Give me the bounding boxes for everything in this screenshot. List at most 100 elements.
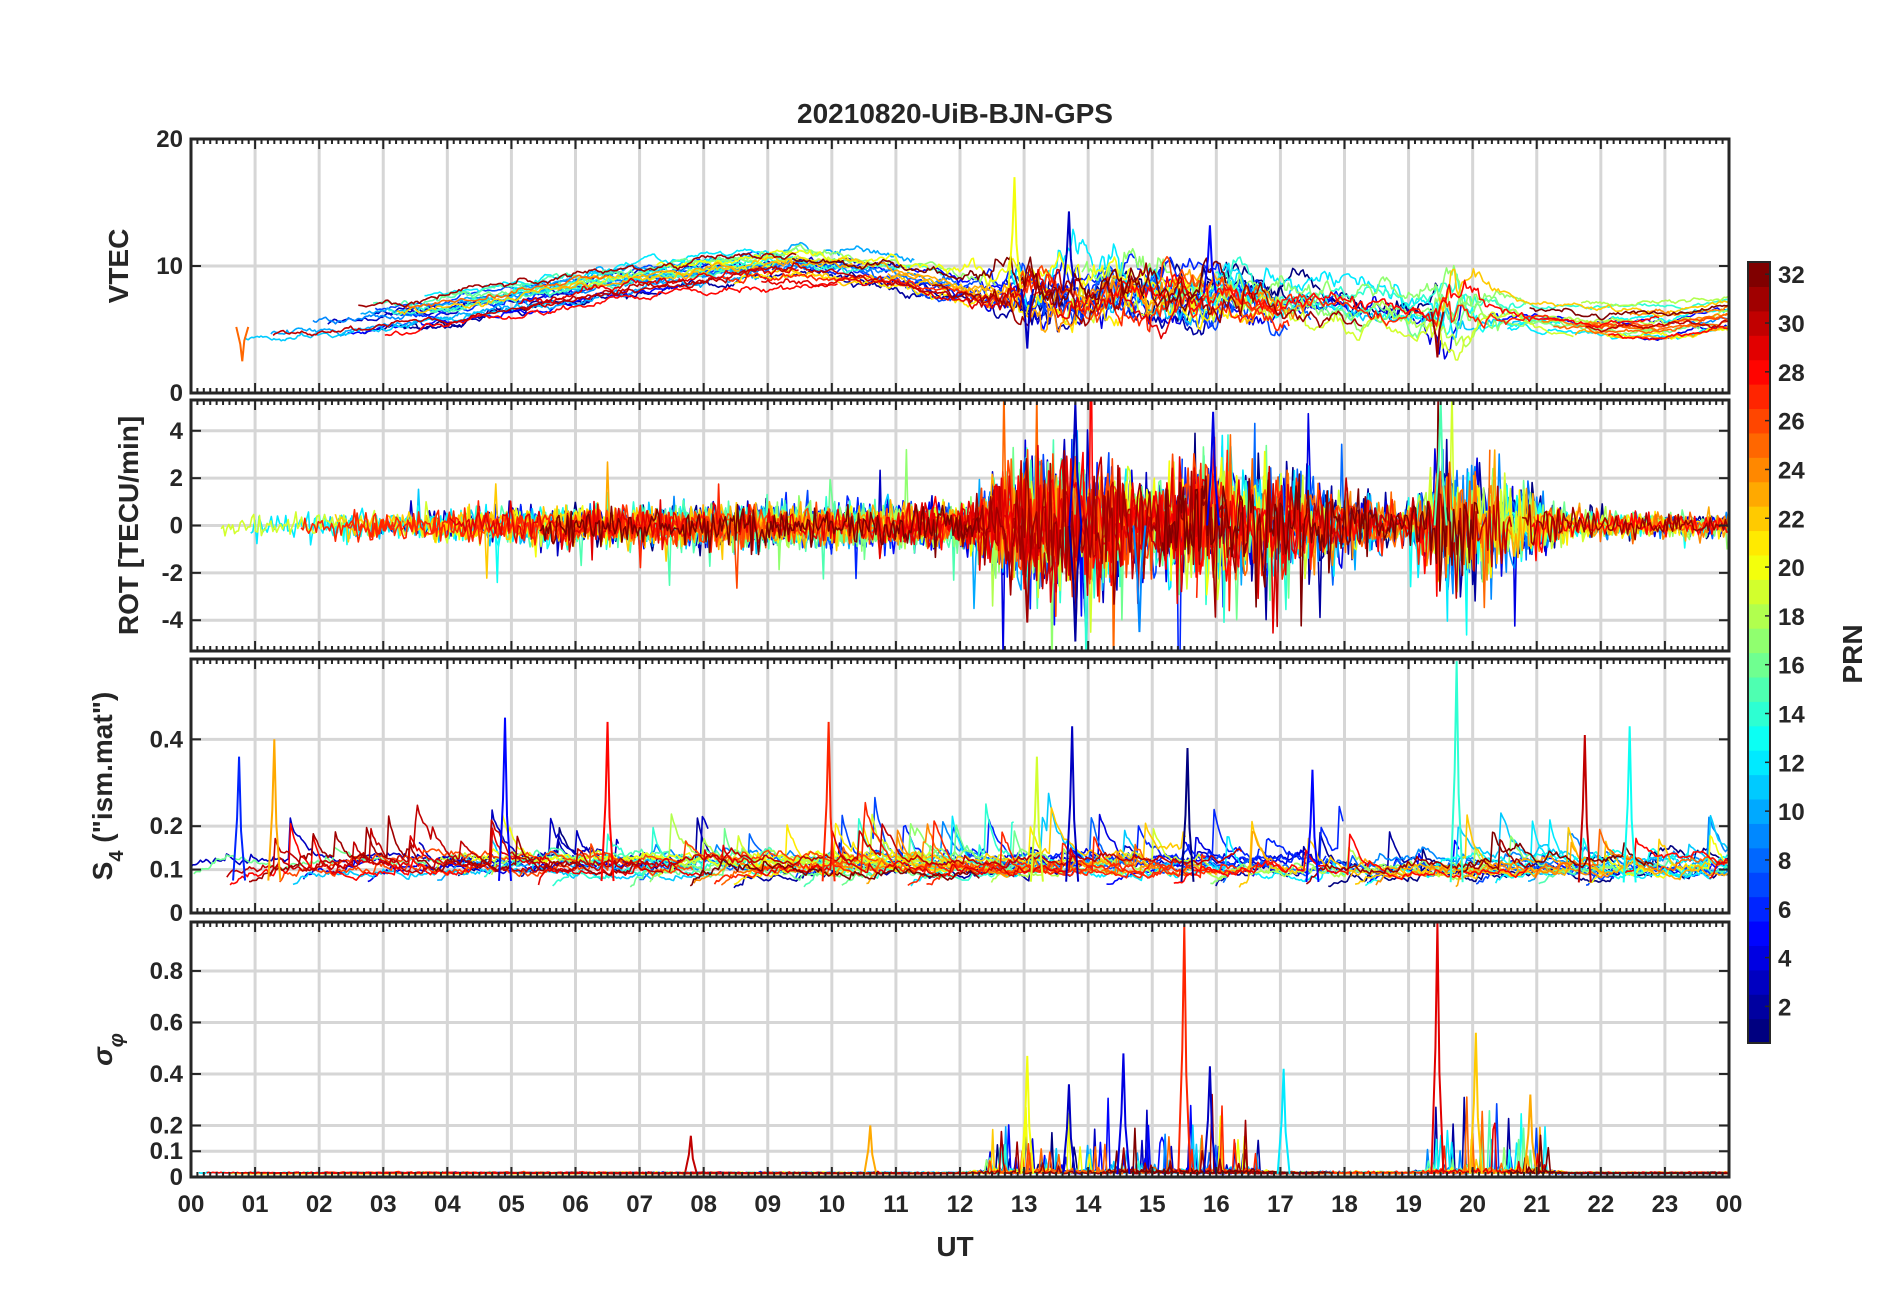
x-tick-label: 07 [626,1191,653,1218]
panel-2-ytick-label: 0 [170,513,183,540]
spike-9 [683,1135,698,1175]
panel-2-ytick-label: 2 [170,465,183,492]
x-tick-label: 20 [1459,1191,1486,1218]
colorbar-tick-label: 14 [1778,702,1805,729]
x-tick-label: 09 [754,1191,781,1218]
panel-2-ytick-label: 4 [170,418,184,445]
panel-4-grid [191,922,1729,1177]
colorbar-tick-label: 16 [1778,653,1805,680]
colorbar-tick-label: 6 [1778,897,1791,924]
colorbar-tick-label: 2 [1778,994,1791,1021]
spike-4 [1433,400,1448,526]
panel-3-ytick-label: 0.4 [150,726,184,753]
panel-2-ylabel: ROT [TECU/min] [113,416,144,635]
x-tick-label: 04 [434,1191,461,1218]
panel-4-ytick-label: 0.8 [150,958,183,985]
colorbar-tick-label: 10 [1778,799,1805,826]
panel-3-ytick-label: 0.2 [150,813,183,840]
spike-8 [1622,726,1637,883]
panel-3-ytick-label: 0.1 [150,857,183,884]
panel-3-series [191,661,1729,889]
panel-2-ytick-label: -2 [162,560,183,587]
panel-4-ytick-label: 0.6 [150,1009,183,1036]
x-tick-label: 21 [1523,1191,1550,1218]
spike-12 [1029,756,1044,882]
spike-3 [1202,225,1217,294]
x-tick-label: 01 [242,1191,269,1218]
panel-4-ytick-label: 0.1 [150,1138,183,1165]
spike-3 [1468,1032,1483,1174]
x-tick-label: 13 [1011,1191,1038,1218]
spike-10 [1180,747,1195,882]
spike-10 [1061,1084,1076,1175]
series-prn-32 [539,400,1479,627]
panel-1-ylabel: VTEC [103,229,134,304]
spike-6 [267,739,282,881]
spike-7 [1577,734,1592,883]
series-prn-32 [792,255,1729,321]
panel-4-ytick-label: 0.4 [150,1061,184,1088]
x-tick-label: 00 [1716,1191,1743,1218]
x-tick-label: 23 [1652,1191,1679,1218]
series-prn-31 [249,815,1535,885]
spike-11 [1305,769,1320,883]
x-tick-label: 10 [818,1191,845,1218]
x-tick-label: 06 [562,1191,589,1218]
colorbar-label: PRN [1837,624,1868,683]
spike-2 [1061,211,1076,291]
panel-4-ytick-label: 0 [170,1164,183,1191]
x-tick-label: 03 [370,1191,397,1218]
spike-1 [1449,661,1464,883]
series-prn-20 [656,249,1729,340]
spike-6 [1132,525,1147,633]
colorbar-tick-label: 30 [1778,311,1805,338]
colorbar-tick-label: 22 [1778,506,1805,533]
colorbar-tick-label: 28 [1778,360,1805,387]
spike-4 [1020,288,1035,349]
spike-6 [235,326,250,362]
x-tick-label: 12 [947,1191,974,1218]
x-tick-label: 16 [1203,1191,1230,1218]
spike-7 [1202,1066,1217,1175]
x-tick-label: 15 [1139,1191,1166,1218]
series-prn-31 [956,450,1729,618]
panel-3: 0 0.1 0.2 0.4 S4 ("ism.mat") [87,657,1731,927]
spike-3 [1206,411,1221,526]
colorbar-tick-label: 26 [1778,409,1805,436]
panel-1: 0 10 20 VTEC [103,126,1731,407]
colorbar-tick-label: 32 [1778,262,1805,289]
series-prn-24 [693,823,1612,886]
x-tick-label: 08 [690,1191,717,1218]
spike-1 [1007,177,1022,289]
spike-9 [232,756,247,881]
panel-3-ylabel: S4 ("ism.mat") [87,692,128,881]
spike-5 [1430,311,1445,358]
spike-5 [1020,525,1035,623]
spike-2 [1068,525,1083,642]
x-tick-label: 00 [178,1191,205,1218]
panel-2-ytick-label: -4 [162,607,184,634]
spike-11 [1523,1094,1538,1175]
colorbar-tick-label: 18 [1778,604,1805,631]
spike-4 [821,721,836,882]
panel-1-series [235,177,1729,362]
x-tick-label: 22 [1587,1191,1614,1218]
spike-4 [1116,1053,1131,1174]
spike-3 [600,721,615,882]
series-prn-31 [358,252,1363,328]
colorbar-tick-label: 4 [1778,946,1792,973]
x-tick-label: 17 [1267,1191,1294,1218]
spike-5 [1020,1055,1035,1174]
panel-1-ytick-label: 0 [170,380,183,407]
x-tick-label: 14 [1075,1191,1102,1218]
spike-5 [1065,726,1080,882]
series-prn-30 [272,262,1729,337]
colorbar-tick-label: 24 [1778,457,1805,484]
spike-6 [1276,1068,1291,1175]
x-tick-label: 19 [1395,1191,1422,1218]
x-tick-label: 11 [883,1191,908,1218]
panel-4-ytick-label: 0.2 [150,1112,183,1139]
x-tick-label: 02 [306,1191,333,1218]
x-tick-label: 18 [1331,1191,1358,1218]
